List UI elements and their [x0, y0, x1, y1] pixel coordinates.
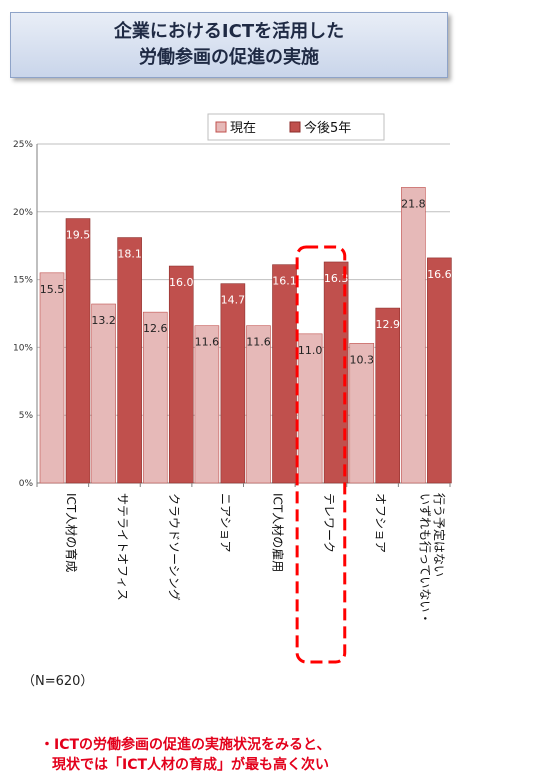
- bar-future: [220, 283, 246, 484]
- bar-current: [91, 303, 116, 484]
- bar-future: [65, 218, 91, 484]
- legend-swatch-future: [289, 121, 301, 133]
- data-label: 11.0: [298, 344, 323, 357]
- data-label: 11.6: [195, 336, 220, 349]
- bar-current: [194, 325, 220, 484]
- bar-future: [168, 265, 194, 484]
- bar-future: [323, 261, 349, 484]
- legend-label: 今後5年: [304, 120, 351, 136]
- summary-note: ・ICTの労働参画の促進の実施状況をみると、 現状では「ICT人材の育成」が最も…: [40, 735, 530, 775]
- bar-future: [375, 307, 401, 484]
- data-label: 14.7: [221, 294, 246, 307]
- data-label: 16.1: [272, 275, 297, 288]
- y-tick-label: 20%: [13, 208, 33, 218]
- bar-current: [401, 187, 426, 484]
- x-category-label: ICT人材の雇用: [270, 493, 285, 572]
- sample-size-note: （N=620）: [22, 674, 94, 689]
- x-category-label: ニアショア: [219, 493, 233, 553]
- y-tick-label: 15%: [13, 276, 33, 286]
- bar-current: [142, 311, 168, 484]
- data-label: 16.6: [427, 268, 452, 281]
- x-category-label: クラウドソーシング: [167, 493, 181, 601]
- chart-title-line-1: 企業におけるICTを活用した: [113, 21, 345, 42]
- y-tick-label: 10%: [13, 343, 33, 353]
- chart-title-line-2: 労働参画の促進の実施: [139, 47, 319, 68]
- legend-swatch-current: [215, 121, 227, 133]
- x-category-label: 行う予定はない: [432, 493, 447, 577]
- highlight-box: [295, 245, 347, 664]
- y-tick-label: 25%: [13, 140, 33, 150]
- bar-future: [117, 237, 142, 484]
- x-category-label: テレワーク: [322, 493, 336, 553]
- data-label: 19.5: [66, 229, 91, 242]
- x-category-label: オフショア: [374, 493, 388, 553]
- bar-current: [297, 333, 323, 484]
- data-label: 16.3: [324, 272, 349, 285]
- bar-future: [272, 264, 297, 484]
- bar-current: [246, 325, 271, 484]
- data-label: 12.9: [376, 318, 401, 331]
- x-category-label: サテライトオフィス: [115, 493, 129, 601]
- x-category-label: ICT人材の育成: [64, 493, 79, 572]
- data-label: 11.6: [246, 336, 271, 349]
- chart-title-box: 企業におけるICTを活用した 労働参画の促進の実施: [10, 12, 448, 78]
- legend-label: 現在: [230, 121, 256, 136]
- bar-future: [427, 257, 452, 484]
- bar-chart: 0% 5% 10% 15% 20% 25% 15.5 19.5 ICT人材の育成 13.2 18.1…: [13, 113, 452, 664]
- x-category-label: いずれも行っていない・: [418, 493, 432, 624]
- data-label: 13.2: [91, 314, 116, 327]
- bar-current: [39, 272, 65, 484]
- data-label: 16.0: [169, 276, 194, 289]
- data-label: 15.5: [40, 283, 65, 296]
- data-label: 21.8: [401, 197, 426, 210]
- bar-current: [349, 343, 375, 484]
- data-label: 10.3: [350, 353, 375, 366]
- y-tick-label: 5%: [19, 411, 34, 421]
- summary-note-line-1: ・ICTの労働参画の促進の実施状況をみると、: [40, 737, 331, 753]
- data-label: 18.1: [117, 248, 142, 261]
- data-label: 12.6: [143, 322, 168, 335]
- summary-note-line-2: 現状では「ICT人材の育成」が最も高く次い: [52, 757, 330, 773]
- y-tick-label: 0%: [19, 479, 34, 489]
